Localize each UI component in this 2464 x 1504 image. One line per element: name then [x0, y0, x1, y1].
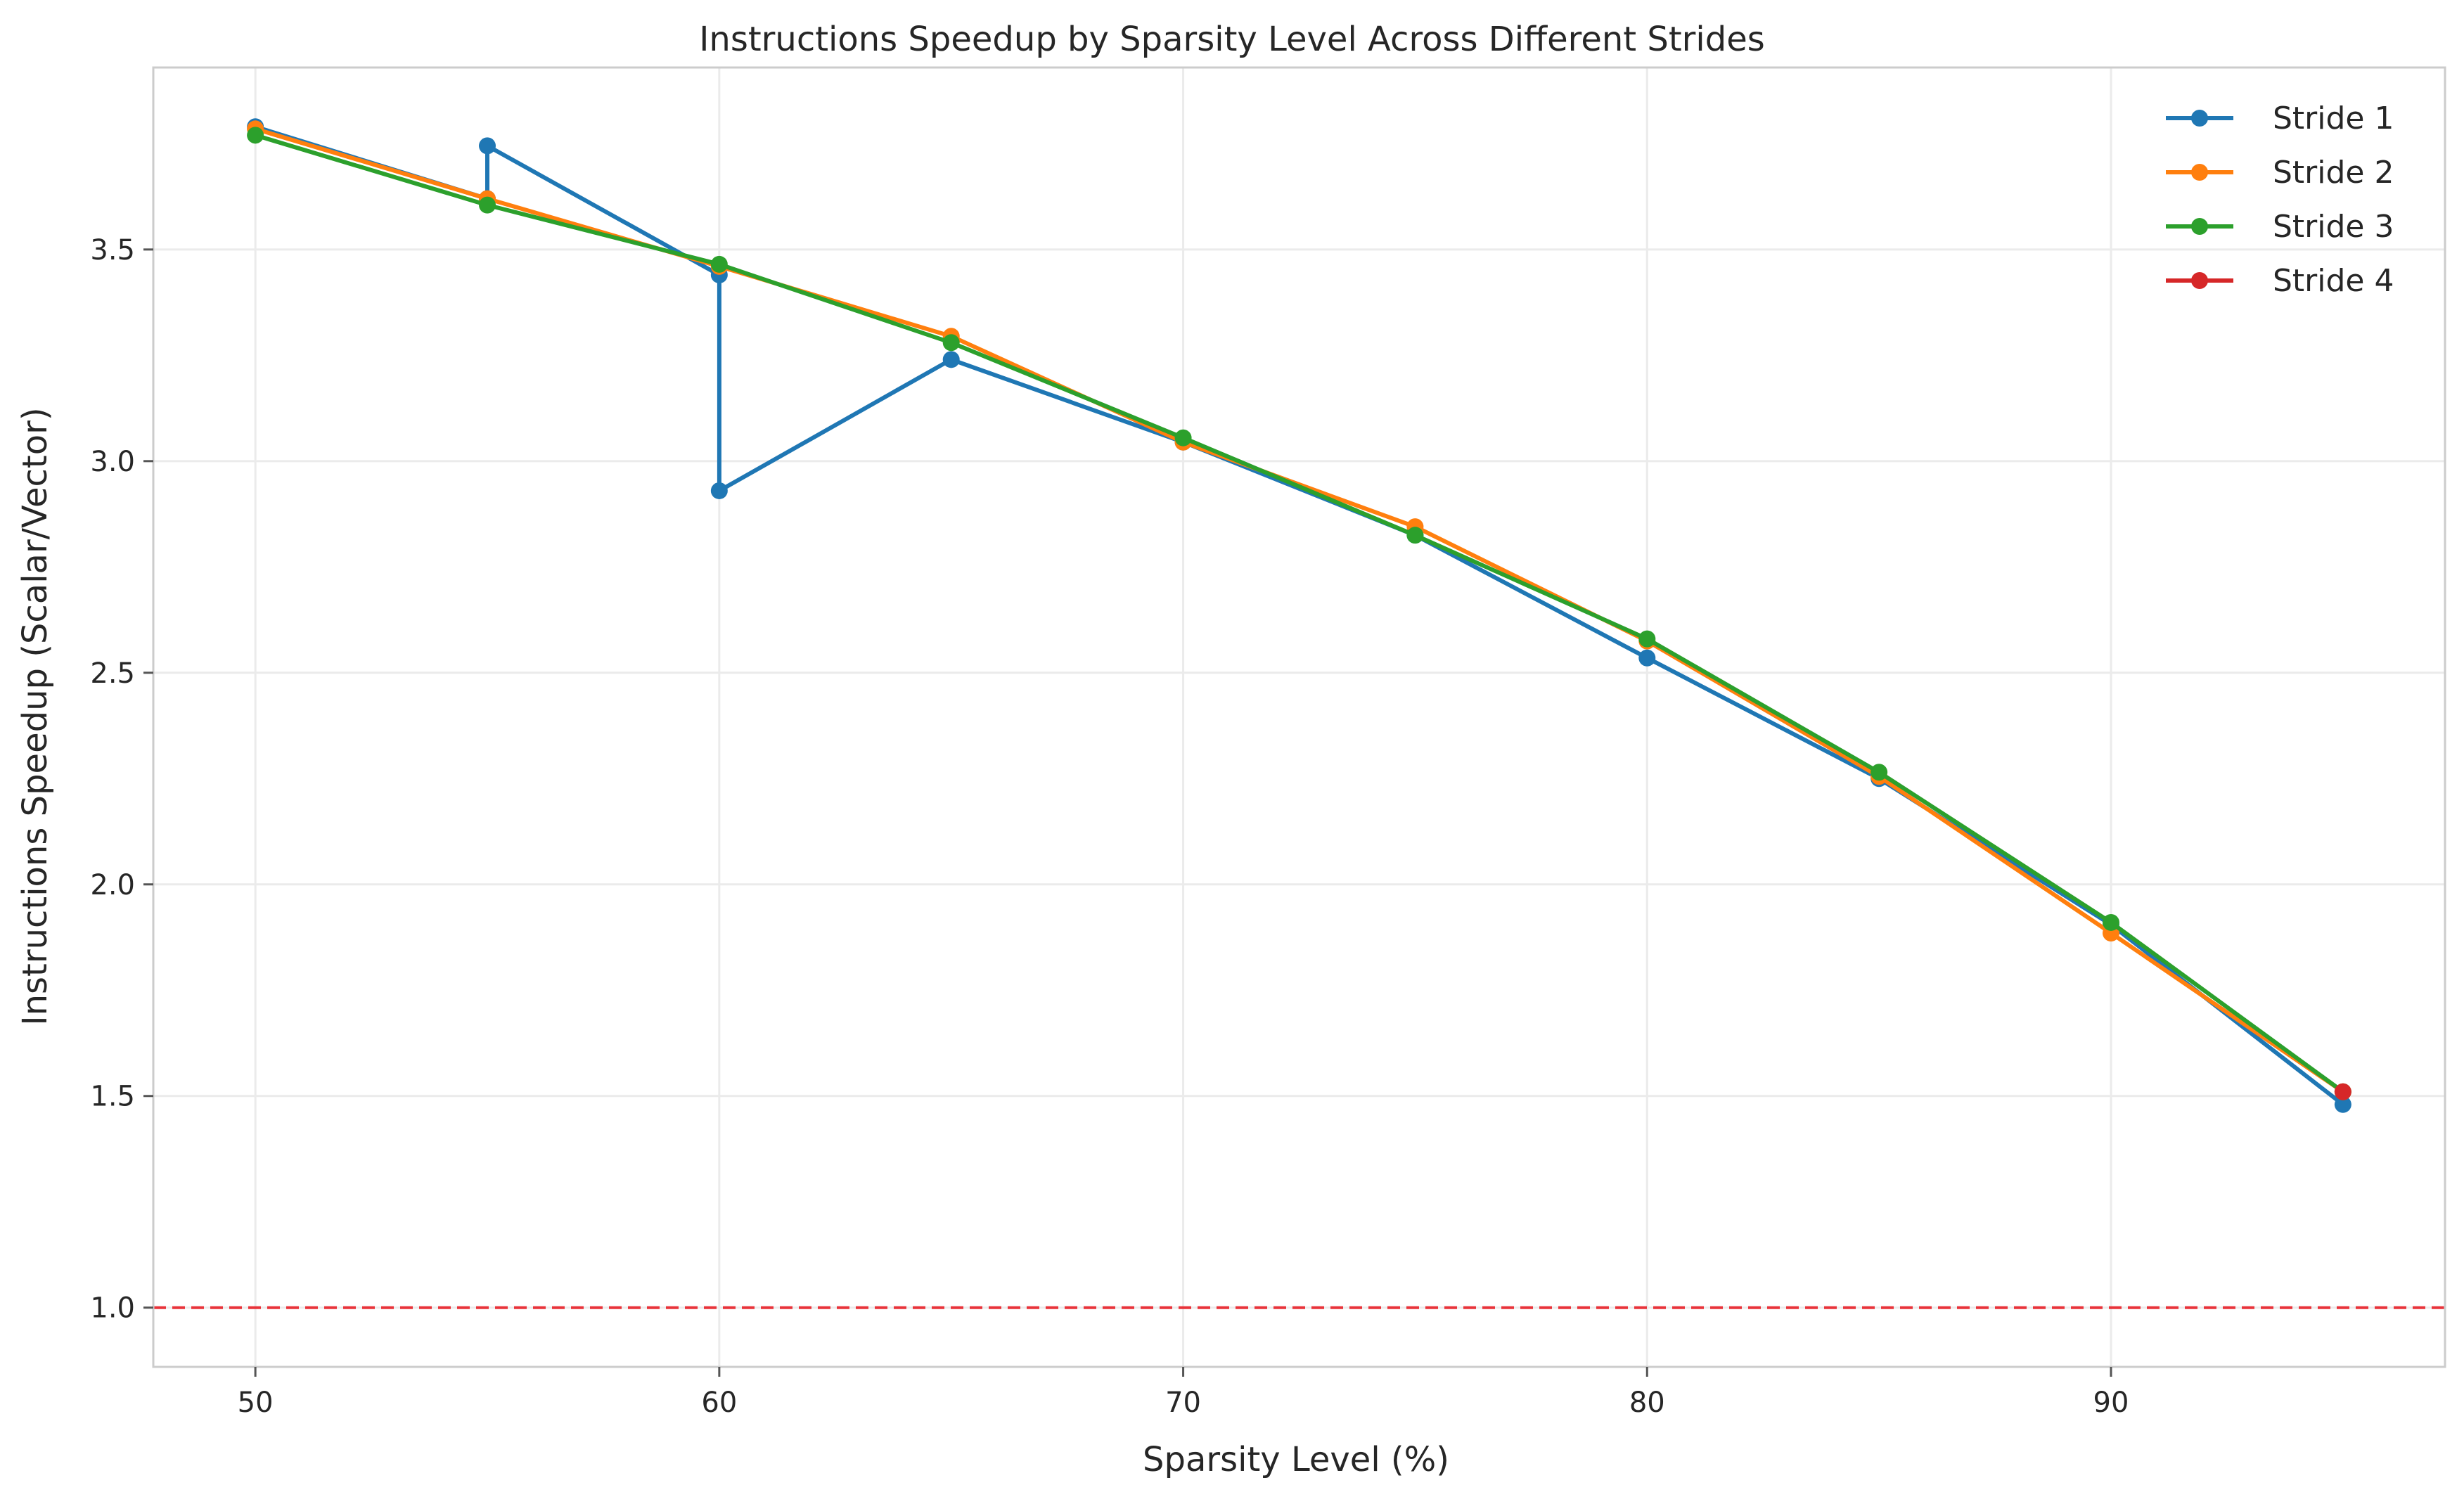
- axis-ticks: 50 60 70 80 90 1.0 1.5 2.0 2.5 3.0 3.5: [90, 234, 2129, 1419]
- x-tick-label: 90: [2093, 1387, 2129, 1419]
- legend-item-stride-1: Stride 1: [2166, 101, 2394, 136]
- y-tick-label: 3.5: [90, 234, 135, 266]
- legend-label: Stride 2: [2273, 155, 2394, 191]
- data-point-stride-1: [942, 351, 960, 368]
- y-tick-label: 2.5: [90, 657, 135, 690]
- legend-swatch-marker: [2191, 218, 2208, 235]
- legend-swatch-marker: [2191, 272, 2208, 289]
- data-point-stride-1: [710, 482, 728, 499]
- series-layer: [247, 118, 2351, 1113]
- y-tick-label: 1.0: [90, 1292, 135, 1325]
- x-tick-label: 50: [238, 1387, 274, 1419]
- legend: Stride 1 Stride 2 Stride 3 Stride 4: [2166, 101, 2394, 299]
- chart-title: Instructions Speedup by Sparsity Level A…: [699, 20, 1764, 59]
- data-point-stride-1: [1638, 649, 1656, 667]
- data-point-stride-3: [942, 334, 960, 352]
- y-tick-label: 1.5: [90, 1081, 135, 1113]
- y-tick-label: 2.0: [90, 869, 135, 901]
- series-stride-4: [2334, 1083, 2351, 1100]
- x-axis-label: Sparsity Level (%): [1143, 1440, 1449, 1479]
- legend-swatch-marker: [2191, 110, 2208, 127]
- x-tick-label: 80: [1629, 1387, 1665, 1419]
- data-point-stride-3: [247, 127, 264, 144]
- data-point-stride-4: [2334, 1083, 2351, 1100]
- legend-label: Stride 1: [2273, 101, 2394, 136]
- legend-swatch-marker: [2191, 164, 2208, 181]
- series-line-stride-3: [253, 133, 2345, 1094]
- legend-label: Stride 4: [2273, 263, 2394, 299]
- x-tick-label: 70: [1165, 1387, 1201, 1419]
- data-point-stride-3: [478, 196, 496, 214]
- legend-item-stride-3: Stride 3: [2166, 209, 2394, 245]
- legend-item-stride-4: Stride 4: [2166, 263, 2394, 299]
- y-tick-label: 3.0: [90, 446, 135, 478]
- data-point-stride-3: [710, 255, 728, 273]
- data-point-stride-3: [1406, 527, 1424, 544]
- y-axis-label: Instructions Speedup (Scalar/Vector): [15, 407, 55, 1025]
- plot-frame: [152, 66, 2446, 1368]
- data-point-stride-3: [1174, 429, 1192, 446]
- legend-item-stride-2: Stride 2: [2166, 155, 2394, 191]
- x-tick-label: 60: [701, 1387, 737, 1419]
- legend-label: Stride 3: [2273, 209, 2394, 245]
- data-point-stride-1: [478, 137, 496, 155]
- data-point-stride-3: [1871, 764, 1888, 781]
- data-point-stride-1: [2334, 1095, 2351, 1113]
- data-point-stride-3: [1638, 630, 1656, 648]
- data-point-stride-3: [2103, 913, 2120, 931]
